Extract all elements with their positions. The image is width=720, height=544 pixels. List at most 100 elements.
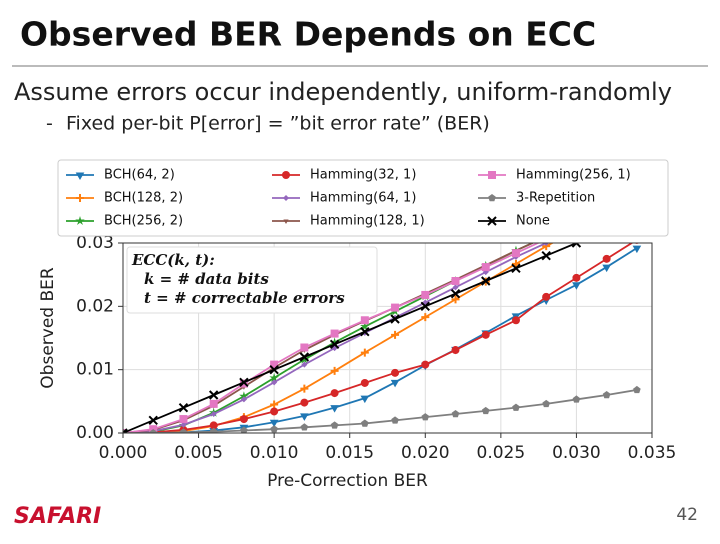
legend-box	[57, 159, 669, 237]
marker	[299, 354, 310, 364]
annotation: k = # data bits	[144, 270, 269, 288]
marker	[451, 346, 460, 355]
marker	[543, 243, 550, 246]
marker	[421, 290, 430, 299]
x-tick-label: 0.020	[401, 443, 450, 463]
annotation: ECC(k, t):	[131, 251, 215, 269]
marker	[391, 330, 400, 339]
series-line	[123, 243, 541, 433]
marker	[360, 348, 369, 357]
legend-label: Hamming(256, 1)	[516, 168, 631, 183]
marker	[208, 390, 219, 400]
marker	[391, 368, 400, 377]
marker	[360, 321, 370, 331]
marker	[76, 194, 84, 202]
marker	[283, 195, 289, 201]
marker	[75, 216, 85, 226]
marker	[487, 216, 497, 226]
legend-label: Hamming(128, 1)	[310, 214, 425, 229]
marker	[270, 425, 278, 433]
marker	[330, 329, 339, 338]
annotation-box	[126, 246, 378, 314]
marker	[179, 428, 188, 433]
marker	[511, 263, 521, 274]
marker	[180, 421, 187, 428]
plot-series	[123, 243, 642, 433]
marker	[123, 428, 128, 433]
marker	[179, 415, 188, 424]
marker	[390, 379, 400, 388]
x-tick-label: 0.015	[325, 443, 374, 463]
marker	[361, 419, 369, 427]
marker	[239, 415, 248, 424]
marker	[283, 219, 289, 224]
marker	[452, 284, 459, 291]
marker	[391, 416, 399, 424]
marker	[511, 249, 520, 258]
page-number: 42	[676, 505, 698, 525]
marker	[269, 372, 279, 382]
slide-title: Observed BER Depends on ECC	[20, 15, 596, 54]
marker	[572, 282, 581, 290]
marker	[300, 384, 309, 393]
marker	[301, 361, 308, 368]
marker	[451, 295, 460, 304]
y-axis-label: Observed BER	[38, 267, 58, 389]
series-line	[123, 243, 634, 433]
marker	[481, 263, 490, 272]
marker	[209, 427, 218, 433]
marker	[360, 326, 370, 337]
marker	[209, 399, 218, 408]
x-tick-label: 0.025	[477, 443, 526, 463]
x-tick-label: 0.010	[250, 443, 299, 463]
legend-label: None	[516, 214, 550, 229]
marker	[330, 389, 339, 398]
marker	[282, 171, 290, 179]
marker	[300, 343, 309, 352]
marker	[330, 405, 339, 413]
series-line	[123, 247, 638, 433]
marker	[270, 400, 279, 409]
marker	[209, 421, 218, 430]
marker	[451, 410, 460, 418]
marker	[360, 378, 369, 387]
sub-bullet: Fixed per-bit P[error] = ”bit error rate…	[66, 113, 490, 135]
marker	[633, 385, 641, 394]
marker	[602, 264, 611, 273]
legend-label: BCH(128, 2)	[104, 191, 183, 206]
axes-frame	[122, 242, 653, 434]
marker	[300, 398, 309, 407]
legend-label: 3-Repetition	[516, 191, 595, 206]
marker	[270, 360, 279, 369]
x-tick-label: 0.000	[99, 443, 148, 463]
marker	[149, 429, 158, 433]
marker	[390, 314, 400, 324]
marker	[541, 250, 551, 261]
series-line	[123, 243, 579, 433]
marker	[271, 379, 278, 386]
marker	[632, 245, 642, 254]
logo: SAFARI	[14, 504, 101, 529]
marker	[300, 423, 309, 431]
marker	[240, 396, 247, 403]
marker	[481, 330, 490, 339]
legend-label: Hamming(64, 1)	[310, 191, 416, 206]
marker	[511, 259, 520, 268]
marker	[481, 406, 490, 415]
marker	[270, 407, 279, 416]
y-tick-label: 0.00	[76, 423, 114, 443]
legend-label: BCH(64, 2)	[104, 168, 175, 183]
marker	[360, 316, 369, 325]
marker	[269, 364, 279, 375]
marker	[330, 366, 339, 375]
x-axis-label: Pre-Correction BER	[267, 471, 428, 491]
bullet: Assume errors occur independently, unifo…	[14, 78, 672, 106]
marker	[240, 426, 248, 433]
sub-bullet-dash: -	[46, 113, 53, 135]
marker	[571, 243, 582, 248]
marker	[421, 313, 430, 322]
marker	[330, 421, 339, 429]
marker	[329, 337, 340, 347]
x-tick-label: 0.035	[628, 443, 677, 463]
